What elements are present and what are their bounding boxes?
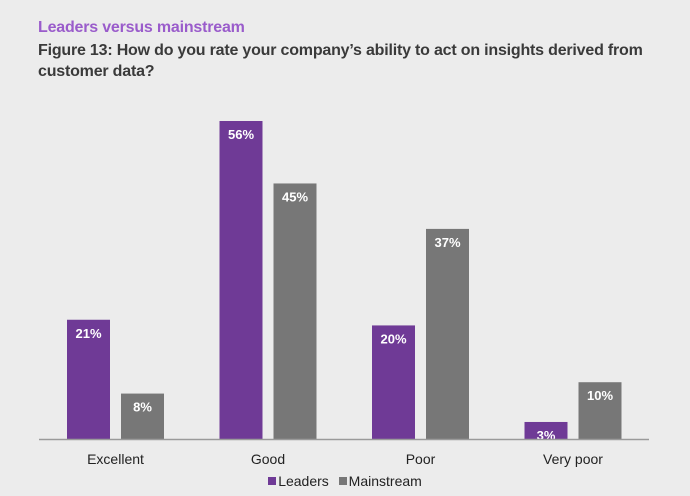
bar-mainstream-excellent — [121, 393, 164, 439]
legend: Leaders Mainstream — [0, 472, 690, 489]
data-label-mainstream-poor: 37% — [434, 235, 460, 250]
bar-mainstream-good — [273, 183, 317, 439]
x-tick-label: Poor — [406, 451, 436, 467]
legend-label-leaders: Leaders — [278, 473, 329, 489]
bar-leaders-good — [219, 121, 263, 439]
chart-subtitle: Leaders versus mainstream — [38, 19, 245, 36]
bar-leaders-excellent — [67, 319, 110, 439]
data-label-mainstream-good: 45% — [282, 189, 308, 204]
legend-swatch-mainstream — [338, 477, 347, 485]
bar-mainstream-very-poor — [578, 382, 622, 439]
x-tick-label: Good — [251, 451, 285, 467]
x-tick-label: Excellent — [87, 451, 144, 467]
data-label-leaders-excellent: 21% — [75, 326, 101, 341]
x-tick-label: Very poor — [543, 451, 603, 467]
bar-leaders-very-poor — [524, 421, 568, 439]
chart-title: Figure 13: How do you rate your company’… — [38, 42, 643, 80]
legend-item-leaders: Leaders — [268, 473, 329, 489]
data-label-leaders-very-poor: 3% — [537, 428, 556, 443]
bar-leaders-poor — [372, 325, 415, 439]
legend-swatch-leaders — [268, 477, 277, 485]
data-label-mainstream-very-poor: 10% — [587, 388, 613, 403]
legend-label-mainstream: Mainstream — [348, 473, 422, 489]
data-label-leaders-good: 56% — [228, 127, 254, 142]
data-label-leaders-poor: 20% — [380, 331, 406, 346]
data-label-mainstream-excellent: 8% — [133, 400, 152, 415]
legend-item-mainstream: Mainstream — [338, 473, 422, 489]
bar-mainstream-poor — [426, 228, 469, 439]
